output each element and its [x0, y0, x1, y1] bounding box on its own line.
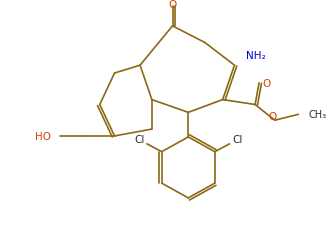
Text: O: O: [168, 0, 177, 10]
Text: Cl: Cl: [232, 134, 243, 144]
Text: NH₂: NH₂: [246, 51, 266, 61]
Text: Cl: Cl: [134, 134, 144, 144]
Text: HO: HO: [35, 132, 51, 141]
Text: CH₃: CH₃: [308, 110, 326, 120]
Text: O: O: [269, 112, 277, 122]
Text: O: O: [263, 78, 271, 88]
